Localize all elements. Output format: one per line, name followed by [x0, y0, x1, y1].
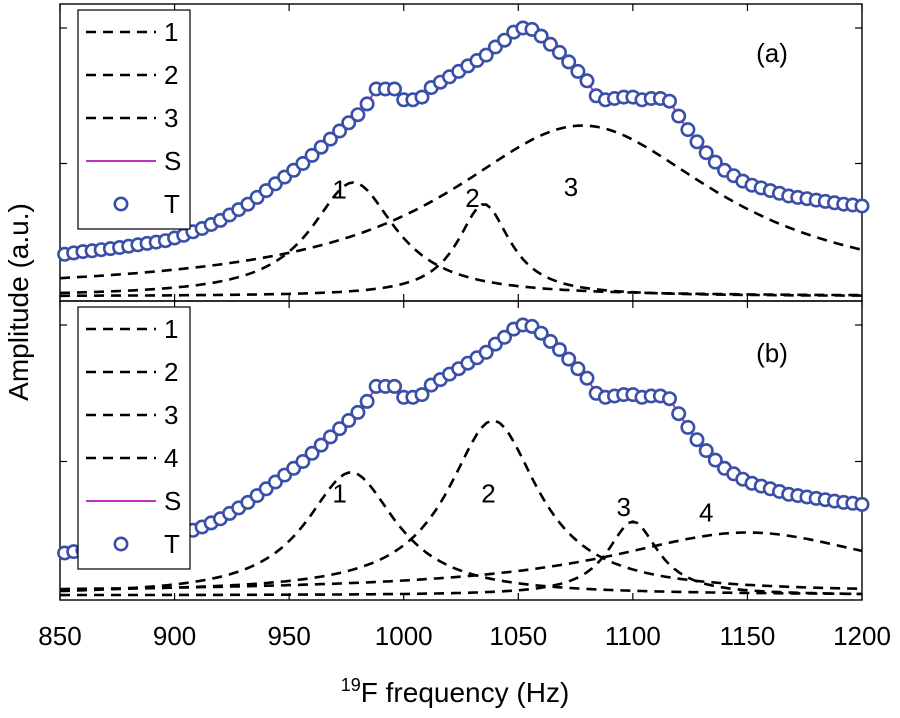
- data-point-T: [533, 28, 549, 44]
- x-tick-label: 1000: [375, 621, 433, 651]
- x-tick-label: 850: [38, 621, 81, 651]
- data-point-T: [350, 107, 366, 123]
- legend-label-2: 2: [164, 357, 178, 387]
- legend-swatch-T: [113, 196, 129, 212]
- component-curve-3: [60, 520, 863, 597]
- legend-label-1: 1: [164, 314, 178, 344]
- data-point-T: [680, 122, 696, 138]
- data-point-T: [295, 156, 311, 172]
- data-point-T: [359, 96, 375, 112]
- data-point-T: [332, 123, 348, 139]
- legend-label-T: T: [164, 189, 180, 219]
- data-point-T: [570, 361, 586, 377]
- component-annotation: 3: [616, 492, 630, 522]
- data-point-T: [478, 344, 494, 360]
- data-point-T: [680, 419, 696, 435]
- data-point-T: [542, 333, 558, 349]
- data-point-T: [579, 370, 595, 386]
- data-point-T: [414, 387, 430, 403]
- component-annotation: 3: [564, 172, 578, 202]
- legend-label-3: 3: [164, 400, 178, 430]
- legend-box: [77, 9, 191, 230]
- legend-label-4: 4: [164, 443, 178, 473]
- data-point-T: [671, 406, 687, 422]
- y-axis-label: Amplitude (a.u.): [3, 203, 34, 401]
- x-tick-label: 1100: [605, 621, 661, 651]
- data-point-T: [698, 145, 714, 161]
- x-axis-label: 19F frequency (Hz): [341, 675, 570, 708]
- component-curve-1: [59, 181, 862, 297]
- data-point-T: [341, 412, 357, 428]
- data-point-T: [386, 81, 402, 97]
- data-point-T: [570, 63, 586, 79]
- legend-label-1: 1: [164, 17, 178, 47]
- data-point-T: [707, 154, 723, 170]
- legend-box: [77, 306, 191, 570]
- data-point-T: [350, 404, 366, 420]
- data-point-T: [551, 44, 567, 60]
- x-axis-label-main: F frequency (Hz): [361, 677, 570, 708]
- component-curve-3: [59, 124, 863, 280]
- legend-label-T: T: [164, 529, 180, 559]
- data-point-T: [671, 108, 687, 124]
- data-point-T: [304, 445, 320, 461]
- panel-b-frame: [59, 300, 863, 601]
- x-tick-label: 900: [153, 621, 196, 651]
- component-annotation: 1: [332, 478, 346, 508]
- panel-a-tag: (a): [756, 38, 788, 68]
- data-point-T: [561, 54, 577, 70]
- data-point-T: [386, 378, 402, 394]
- legend-swatch-T: [113, 536, 129, 552]
- data-point-T: [322, 429, 338, 445]
- data-point-T: [707, 452, 723, 468]
- data-point-T: [496, 32, 512, 48]
- data-point-T: [322, 131, 338, 147]
- x-tick-label: 950: [267, 621, 310, 651]
- data-point-T: [854, 198, 870, 214]
- component-curve-4: [60, 531, 863, 591]
- component-annotation: 4: [699, 498, 713, 528]
- data-point-T: [313, 437, 329, 453]
- data-point-T: [661, 391, 677, 407]
- legend-label-3: 3: [164, 103, 178, 133]
- data-point-T: [561, 351, 577, 367]
- data-point-T: [478, 47, 494, 63]
- x-tick-label: 1200: [833, 621, 891, 651]
- panel-a: 1 2 3: [57, 20, 870, 298]
- data-point-T: [414, 89, 430, 105]
- data-point-T: [542, 36, 558, 52]
- legend-b: 1 2 3 4 ST: [77, 306, 191, 570]
- data-point-T: [689, 432, 705, 448]
- data-point-T: [496, 329, 512, 345]
- legend-a: 1 2 3 ST: [77, 9, 191, 230]
- legend-label-S: S: [164, 146, 181, 176]
- data-point-T: [313, 139, 329, 155]
- x-tick-label: 1150: [719, 621, 775, 651]
- x-tick-label: 1050: [489, 621, 547, 651]
- data-point-T: [661, 93, 677, 109]
- data-point-T: [689, 134, 705, 150]
- legend-label-2: 2: [164, 60, 178, 90]
- x-axis-label-superscript: 19: [341, 675, 361, 695]
- data-point-T: [332, 421, 348, 437]
- component-annotation: 1: [332, 175, 346, 205]
- data-point-T: [533, 325, 549, 341]
- data-point-T: [295, 453, 311, 469]
- component-curve-1: [59, 471, 863, 596]
- panel-b-tag: (b): [756, 338, 788, 368]
- data-point-T: [579, 73, 595, 89]
- data-point-T: [854, 496, 870, 512]
- data-point-T: [698, 443, 714, 459]
- component-annotation: 2: [465, 183, 479, 213]
- component-annotation: 2: [481, 478, 495, 508]
- x-axis-ticks: 850 900 950 1000 1050 1100 1150 1200: [38, 4, 891, 651]
- data-point-T: [551, 342, 567, 358]
- component-curve-2: [60, 419, 863, 592]
- legend-label-S: S: [164, 486, 181, 516]
- data-point-T: [304, 147, 320, 163]
- data-point-T: [341, 115, 357, 131]
- data-point-T: [359, 393, 375, 409]
